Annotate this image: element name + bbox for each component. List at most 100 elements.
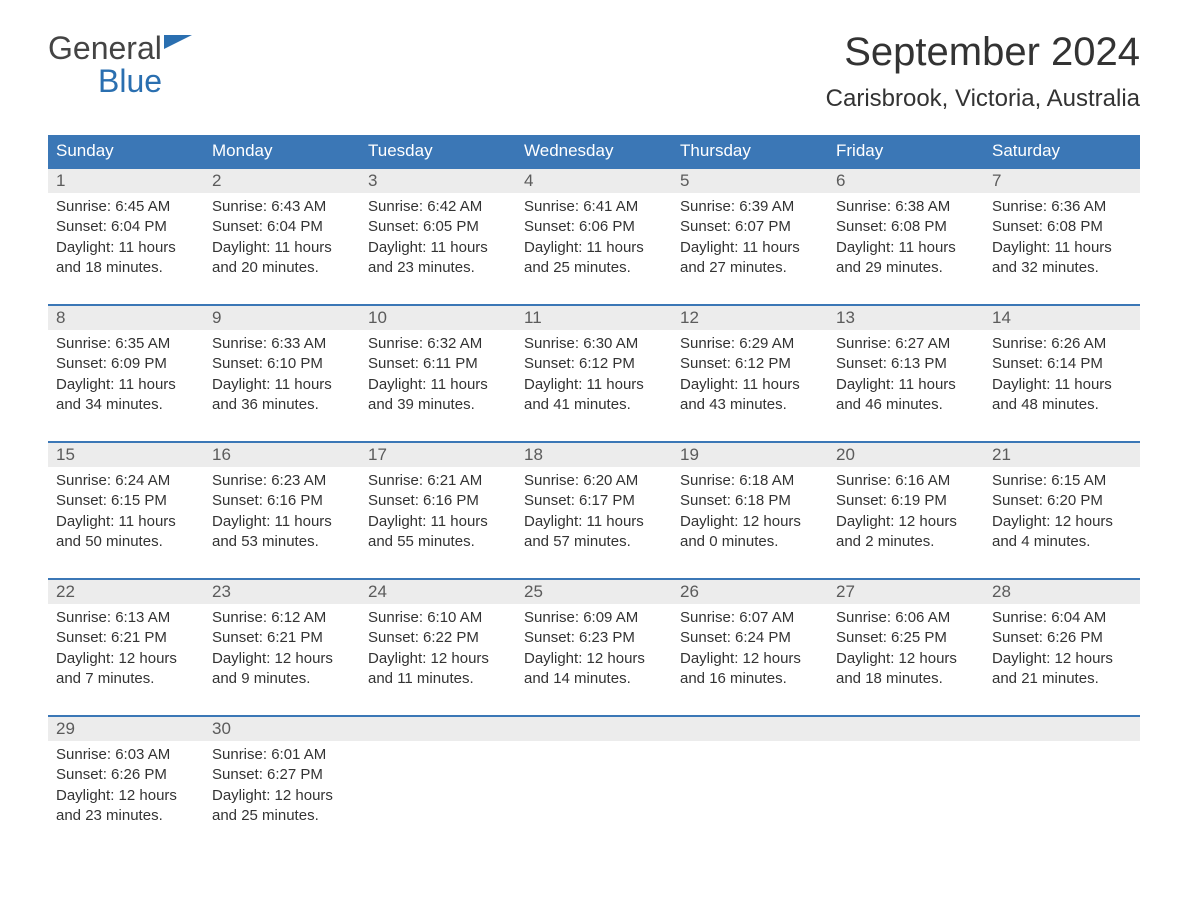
daynum-cell: 3 [360, 169, 516, 193]
content-row: Sunrise: 6:45 AM Sunset: 6:04 PM Daylight:… [48, 193, 1140, 278]
sunset-text: Sunset: 6:20 PM [992, 491, 1132, 511]
day-cell: Sunrise: 6:24 AMSunset: 6:15 PMDaylight:… [48, 467, 204, 552]
daynum-cell: 28 [984, 580, 1140, 604]
day-cell: Sunrise: 6:18 AMSunset: 6:18 PMDaylight:… [672, 467, 828, 552]
daylight-line2: and 48 minutes. [992, 395, 1132, 415]
sunrise-text: Sunrise: 6:41 AM [524, 197, 664, 217]
sunset-text: Sunset: 6:04 PM [212, 217, 352, 237]
sunrise-text: Sunrise: 6:39 AM [680, 197, 820, 217]
daynum-cell [984, 717, 1140, 741]
day-cell: Sunrise: 6:39 AMSunset: 6:07 PMDaylight:… [672, 193, 828, 278]
daylight-line1: Daylight: 12 hours [368, 649, 508, 669]
daynum-cell: 19 [672, 443, 828, 467]
sunset-text: Sunset: 6:26 PM [56, 765, 196, 785]
daynum-cell: 14 [984, 306, 1140, 330]
sunset-text: Sunset: 6:11 PM [368, 354, 508, 374]
dow-friday: Friday [828, 135, 984, 167]
daylight-line2: and 14 minutes. [524, 669, 664, 689]
content-row: Sunrise: 6:13 AMSunset: 6:21 PMDaylight:… [48, 604, 1140, 689]
day-cell: Sunrise: 6:41 AMSunset: 6:06 PMDaylight:… [516, 193, 672, 278]
sunset-text: Sunset: 6:16 PM [212, 491, 352, 511]
daylight-line2: and 55 minutes. [368, 532, 508, 552]
sunrise-text: Sunrise: 6:06 AM [836, 608, 976, 628]
daylight-line2: and 23 minutes. [368, 258, 508, 278]
sunrise-text: Sunrise: 6:09 AM [524, 608, 664, 628]
daylight-line2: and 18 minutes. [836, 669, 976, 689]
title-location: Carisbrook, Victoria, Australia [826, 85, 1140, 113]
daylight-line2: and 21 minutes. [992, 669, 1132, 689]
daynum-cell: 29 [48, 717, 204, 741]
day-cell [984, 741, 1140, 826]
daynum-cell: 21 [984, 443, 1140, 467]
daylight-line1: Daylight: 11 hours [212, 512, 352, 532]
dow-thursday: Thursday [672, 135, 828, 167]
daylight-line1: Daylight: 11 hours [368, 512, 508, 532]
day-cell: Sunrise: 6:09 AMSunset: 6:23 PMDaylight:… [516, 604, 672, 689]
day-cell: Sunrise: 6:33 AMSunset: 6:10 PMDaylight:… [204, 330, 360, 415]
daylight-line2: and 20 minutes. [212, 258, 352, 278]
sunrise-text: Sunrise: 6:18 AM [680, 471, 820, 491]
daylight-line2: and 32 minutes. [992, 258, 1132, 278]
daylight-line1: Daylight: 12 hours [992, 649, 1132, 669]
day-cell: Sunrise: 6:23 AMSunset: 6:16 PMDaylight:… [204, 467, 360, 552]
sunrise-text: Sunrise: 6:45 AM [56, 197, 196, 217]
sunset-text: Sunset: 6:27 PM [212, 765, 352, 785]
day-cell: Sunrise: 6:35 AMSunset: 6:09 PMDaylight:… [48, 330, 204, 415]
daynum-cell: 7 [984, 169, 1140, 193]
daylight-line1: Daylight: 12 hours [56, 786, 196, 806]
sunrise-text: Sunrise: 6:33 AM [212, 334, 352, 354]
day-cell: Sunrise: 6:42 AMSunset: 6:05 PMDaylight:… [360, 193, 516, 278]
daylight-line1: Daylight: 12 hours [212, 786, 352, 806]
daynum-cell: 5 [672, 169, 828, 193]
day-cell [516, 741, 672, 826]
daylight-line1: Daylight: 11 hours [56, 375, 196, 395]
day-cell: Sunrise: 6:15 AMSunset: 6:20 PMDaylight:… [984, 467, 1140, 552]
daynum-cell: 11 [516, 306, 672, 330]
sunset-text: Sunset: 6:23 PM [524, 628, 664, 648]
sunset-text: Sunset: 6:19 PM [836, 491, 976, 511]
sunrise-text: Sunrise: 6:32 AM [368, 334, 508, 354]
sunrise-text: Sunrise: 6:03 AM [56, 745, 196, 765]
sunset-text: Sunset: 6:17 PM [524, 491, 664, 511]
daylight-line1: Daylight: 11 hours [212, 375, 352, 395]
daynum-cell: 24 [360, 580, 516, 604]
daynum-row: 1234567 [48, 169, 1140, 193]
sunrise-text: Sunrise: 6:42 AM [368, 197, 508, 217]
sunrise-text: Sunrise: 6:20 AM [524, 471, 664, 491]
sunset-text: Sunset: 6:16 PM [368, 491, 508, 511]
week-block: 2930Sunrise: 6:03 AMSunset: 6:26 PMDayli… [48, 715, 1140, 826]
day-cell: Sunrise: 6:30 AMSunset: 6:12 PMDaylight:… [516, 330, 672, 415]
daynum-cell: 8 [48, 306, 204, 330]
sunrise-text: Sunrise: 6:38 AM [836, 197, 976, 217]
daynum-cell: 6 [828, 169, 984, 193]
daynum-cell: 30 [204, 717, 360, 741]
sunset-text: Sunset: 6:12 PM [524, 354, 664, 374]
daylight-line1: Daylight: 12 hours [524, 649, 664, 669]
dow-header-row: Sunday Monday Tuesday Wednesday Thursday… [48, 135, 1140, 167]
daylight-line1: Daylight: 11 hours [524, 238, 664, 258]
daylight-line2: and 29 minutes. [836, 258, 976, 278]
logo-flag-icon [164, 35, 194, 62]
sunset-text: Sunset: 6:26 PM [992, 628, 1132, 648]
week-block: 891011121314Sunrise: 6:35 AMSunset: 6:09… [48, 304, 1140, 415]
day-cell [360, 741, 516, 826]
sunrise-text: Sunrise: 6:36 AM [992, 197, 1132, 217]
daylight-line2: and 4 minutes. [992, 532, 1132, 552]
daylight-line1: Daylight: 12 hours [836, 512, 976, 532]
daylight-line2: and 18 minutes. [56, 258, 196, 278]
sunrise-text: Sunrise: 6:26 AM [992, 334, 1132, 354]
daylight-line2: and 23 minutes. [56, 806, 196, 826]
daylight-line2: and 50 minutes. [56, 532, 196, 552]
daylight-line2: and 27 minutes. [680, 258, 820, 278]
sunset-text: Sunset: 6:05 PM [368, 217, 508, 237]
sunset-text: Sunset: 6:12 PM [680, 354, 820, 374]
daynum-cell: 22 [48, 580, 204, 604]
daylight-line2: and 7 minutes. [56, 669, 196, 689]
daynum-cell: 9 [204, 306, 360, 330]
day-cell [672, 741, 828, 826]
header: General Blue September 2024 Carisbrook, … [48, 30, 1140, 113]
daylight-line2: and 34 minutes. [56, 395, 196, 415]
sunset-text: Sunset: 6:15 PM [56, 491, 196, 511]
day-cell: Sunrise: 6:06 AMSunset: 6:25 PMDaylight:… [828, 604, 984, 689]
sunset-text: Sunset: 6:10 PM [212, 354, 352, 374]
